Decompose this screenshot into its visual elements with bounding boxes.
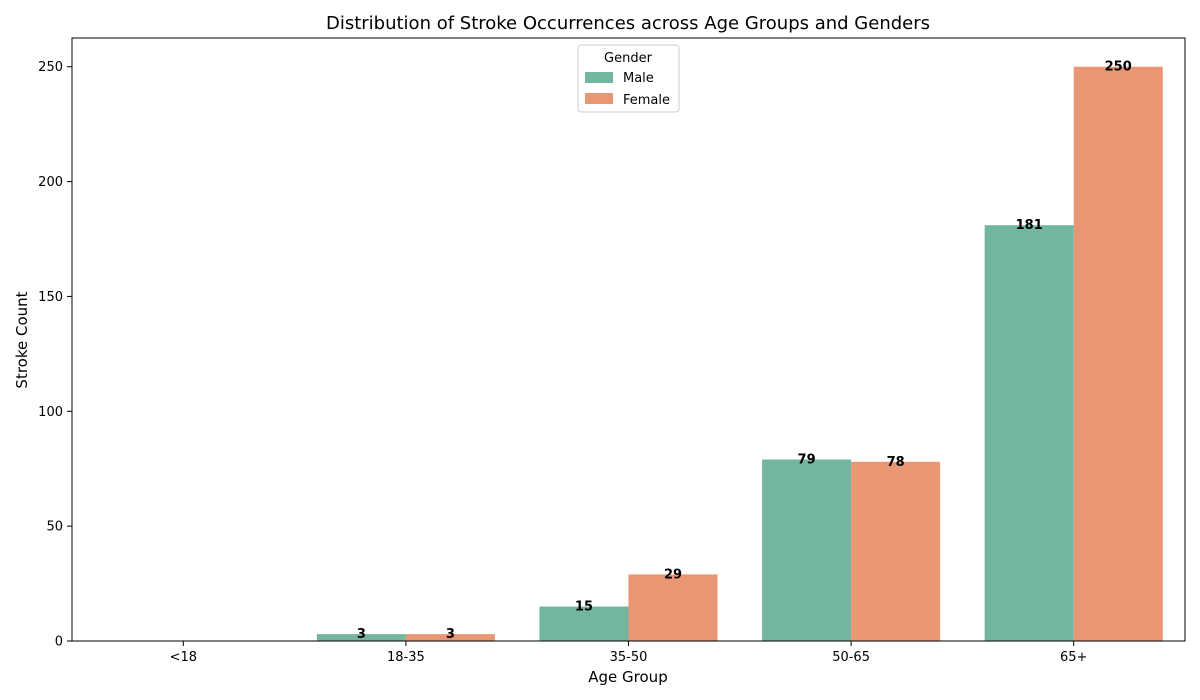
bar-male-65 [984,225,1074,641]
bar-female-35-50 [628,574,718,641]
x-tick-label-18-35: 18-35 [387,650,425,665]
x-tick-label-50-65: 50-65 [832,650,870,665]
x-tick-label-35-50: 35-50 [610,650,648,665]
data-labels-layer: 3 15 79 181 3 29 78 250 [357,60,1132,642]
data-label-female-18-35: 3 [446,627,455,642]
bar-male-35-50 [539,606,629,641]
bar-female-18-35 [405,634,495,641]
chart-title: Distribution of Stroke Occurrences acros… [326,13,930,34]
bar-male-50-65 [762,459,852,641]
bars-layer [316,66,1163,641]
y-tick-label: 150 [38,290,63,305]
data-label-female-50-65: 78 [887,455,905,470]
legend-label-female: Female [623,93,670,108]
y-axis: 0 50 100 150 200 250 [38,60,72,650]
data-label-male-35-50: 15 [575,600,593,615]
data-label-female-35-50: 29 [664,567,682,582]
y-tick-label: 100 [38,405,63,420]
data-label-female-65: 250 [1105,60,1132,75]
legend-swatch-female [585,93,613,104]
x-tick-label-65: 65+ [1060,650,1087,665]
legend-label-male: Male [623,71,654,86]
x-axis: <18 18-35 35-50 50-65 65+ [170,641,1087,665]
x-axis-label: Age Group [588,668,667,686]
y-tick-label: 200 [38,175,63,190]
bar-female-65 [1073,66,1163,641]
y-axis-label: Stroke Count [13,291,31,388]
y-tick-label: 0 [55,635,63,650]
bar-male-18-35 [316,634,406,641]
bar-female-50-65 [851,461,941,641]
legend: Gender Male Female [577,44,680,113]
x-tick-label-18: <18 [170,650,197,665]
data-label-male-50-65: 79 [798,453,816,468]
legend-swatch-male [585,72,613,83]
y-tick-label: 50 [46,520,63,535]
y-tick-label: 250 [38,60,63,75]
legend-title: Gender [604,51,653,66]
data-label-male-65: 181 [1016,218,1043,233]
data-label-male-18-35: 3 [357,627,366,642]
